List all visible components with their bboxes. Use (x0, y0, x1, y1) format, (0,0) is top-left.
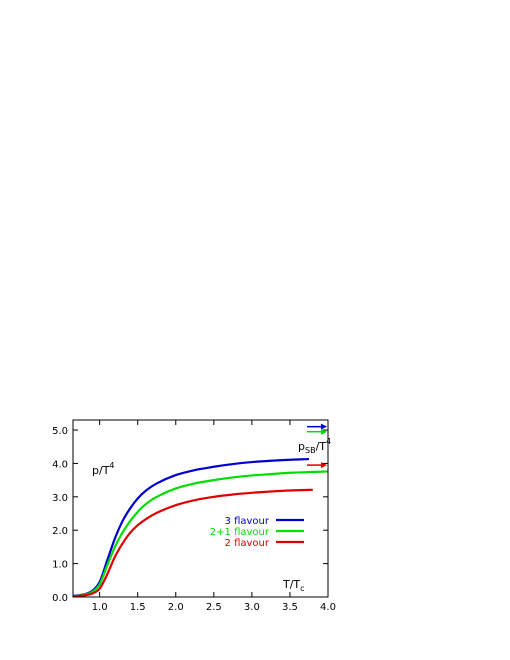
series-line-2-1-flavour (72, 470, 329, 598)
y-axis-label: p/T4 (92, 461, 115, 477)
x-tick-label: 4.0 (320, 602, 336, 613)
sb-arrows (307, 423, 327, 469)
series-layer (72, 457, 329, 598)
y-tick-label: 5.0 (52, 426, 68, 437)
legend-label-2-flavour: 2 flavour (225, 538, 270, 549)
x-tick-label: 2.5 (206, 602, 222, 613)
y-tick-label: 2.0 (52, 526, 68, 537)
plot-frame (72, 419, 329, 598)
series-line-2-flavour (72, 488, 313, 598)
x-tick-label: 2.0 (168, 602, 184, 613)
sb-arrowhead-3-flavour (321, 423, 327, 430)
x-tick-label: 3.5 (282, 602, 298, 613)
ticks-layer: 1.0 1.5 2.0 2.5 3.0 3.5 4.0 0.0 1.0 2.0 3.0 4.0 5.0 (52, 420, 336, 613)
y-tick-label: 1.0 (52, 560, 68, 571)
sb-limit-label: pSB/T4 (298, 437, 331, 455)
x-axis-label: T/Tc (282, 578, 305, 593)
x-tick-label: 3.0 (244, 602, 260, 613)
legend-label-2-1-flavour: 2+1 flavour (210, 527, 270, 538)
series-line-3-flavour (72, 457, 310, 598)
x-tick-label: 1.5 (130, 602, 146, 613)
sb-arrowhead-2-1-flavour (321, 428, 327, 435)
y-tick-label: 4.0 (52, 459, 68, 470)
y-tick-label: 3.0 (52, 493, 68, 504)
y-tick-label: 0.0 (52, 593, 68, 604)
legend-label-3-flavour: 3 flavour (225, 516, 270, 527)
sb-arrowhead-2-flavour (321, 462, 327, 469)
x-tick-label: 1.0 (92, 602, 108, 613)
